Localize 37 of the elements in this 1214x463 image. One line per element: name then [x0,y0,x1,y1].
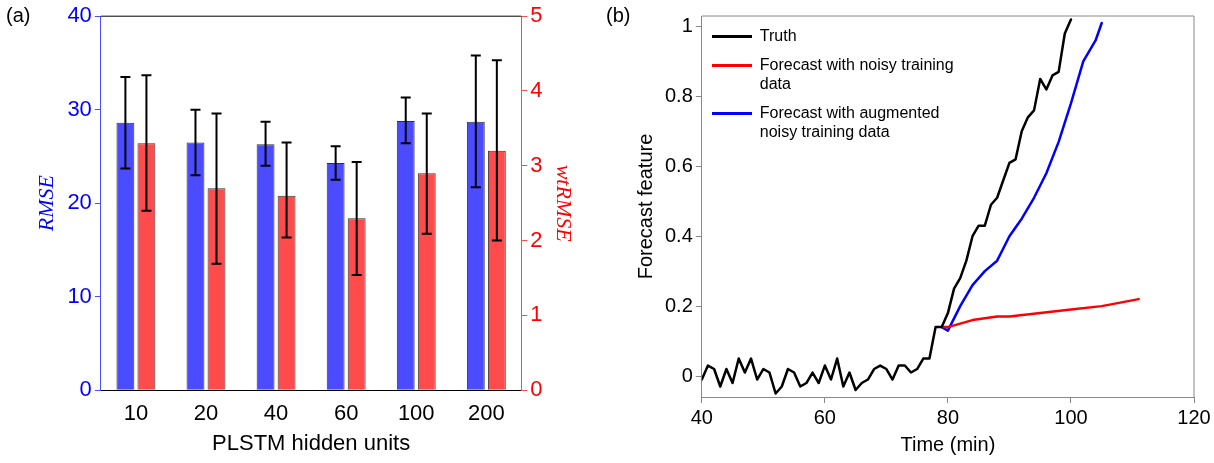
y2-axis-title: wtRMSE [552,164,578,243]
y-tick-label: 10 [67,282,92,308]
y-tick-label: 40 [67,2,92,28]
x-tick-label: 100 [1054,405,1088,428]
legend-label: Forecast with augmented noisy training data [759,103,941,141]
x-axis-title: PLSTM hidden units [212,429,411,455]
y-tick-label: 20 [67,189,92,215]
x-tick-label: 100 [397,400,435,426]
y-tick-label: 30 [67,95,92,121]
y-tick-label: 0 [681,363,693,386]
x-tick-label: 40 [263,400,289,426]
text: (a) [6,3,31,26]
y2-tick-label: 3 [530,151,543,177]
legend-label: Truth [759,26,798,45]
y-tick-label: 1 [681,14,693,36]
y2-tick-label: 1 [530,301,543,327]
x-tick-label: 10 [123,400,149,426]
x-tick-label: 120 [1177,405,1211,428]
y-axis-title: Forecast feature [633,133,656,280]
x-tick-label: 60 [813,405,836,428]
y-axis-title: RMSE [32,174,58,233]
y-tick-label: 0.4 [664,223,693,246]
text: (b) [606,3,631,26]
y-tick-label: 0.6 [664,153,693,176]
y2-tick-label: 2 [530,226,543,252]
x-tick-label: 60 [333,400,359,426]
legend-label: Forecast with noisy training data [759,55,955,93]
y-tick-label: 0 [79,376,92,402]
x-tick-label: 80 [936,405,960,428]
x-tick-label: 20 [193,400,219,426]
y-tick-label: 0.2 [664,293,693,316]
y2-tick-label: 5 [530,2,543,28]
x-axis-title: Time (min) [900,432,996,455]
y-tick-label: 0.8 [664,83,693,106]
y2-tick-label: 0 [530,376,543,402]
x-tick-label: 200 [467,400,505,426]
y2-tick-label: 4 [530,77,543,103]
